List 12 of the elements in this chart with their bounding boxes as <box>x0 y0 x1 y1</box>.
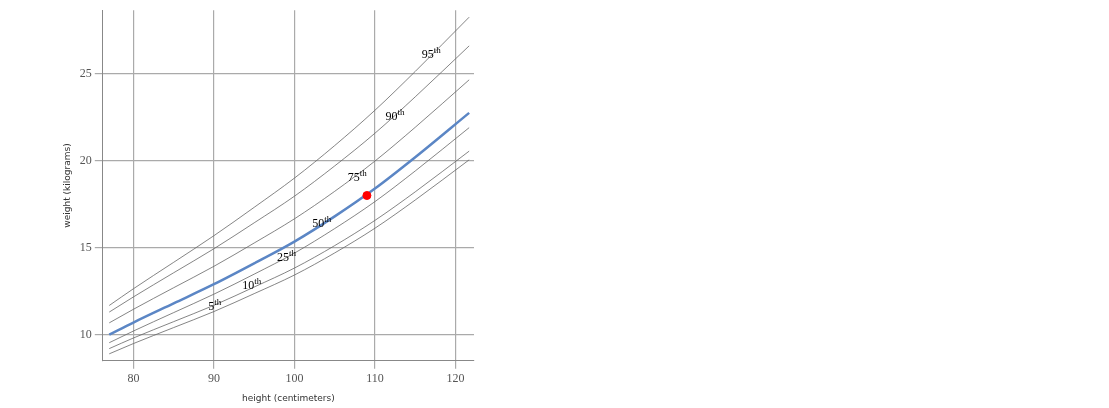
y-tick-label: 25 <box>79 65 92 80</box>
y-axis-title: weight (kilograms) <box>61 143 72 228</box>
x-tick-label: 90 <box>207 371 220 386</box>
x-axis-title: height (centimeters) <box>242 392 335 403</box>
y-tick-label: 15 <box>79 239 92 254</box>
x-tick-label: 110 <box>366 371 384 386</box>
x-tick-label: 80 <box>127 371 140 386</box>
y-tick-label: 10 <box>79 326 92 341</box>
x-tick-label: 100 <box>285 371 304 386</box>
y-tick-label: 20 <box>79 152 92 167</box>
line-series <box>108 79 470 324</box>
x-tick-label: 120 <box>446 371 465 386</box>
